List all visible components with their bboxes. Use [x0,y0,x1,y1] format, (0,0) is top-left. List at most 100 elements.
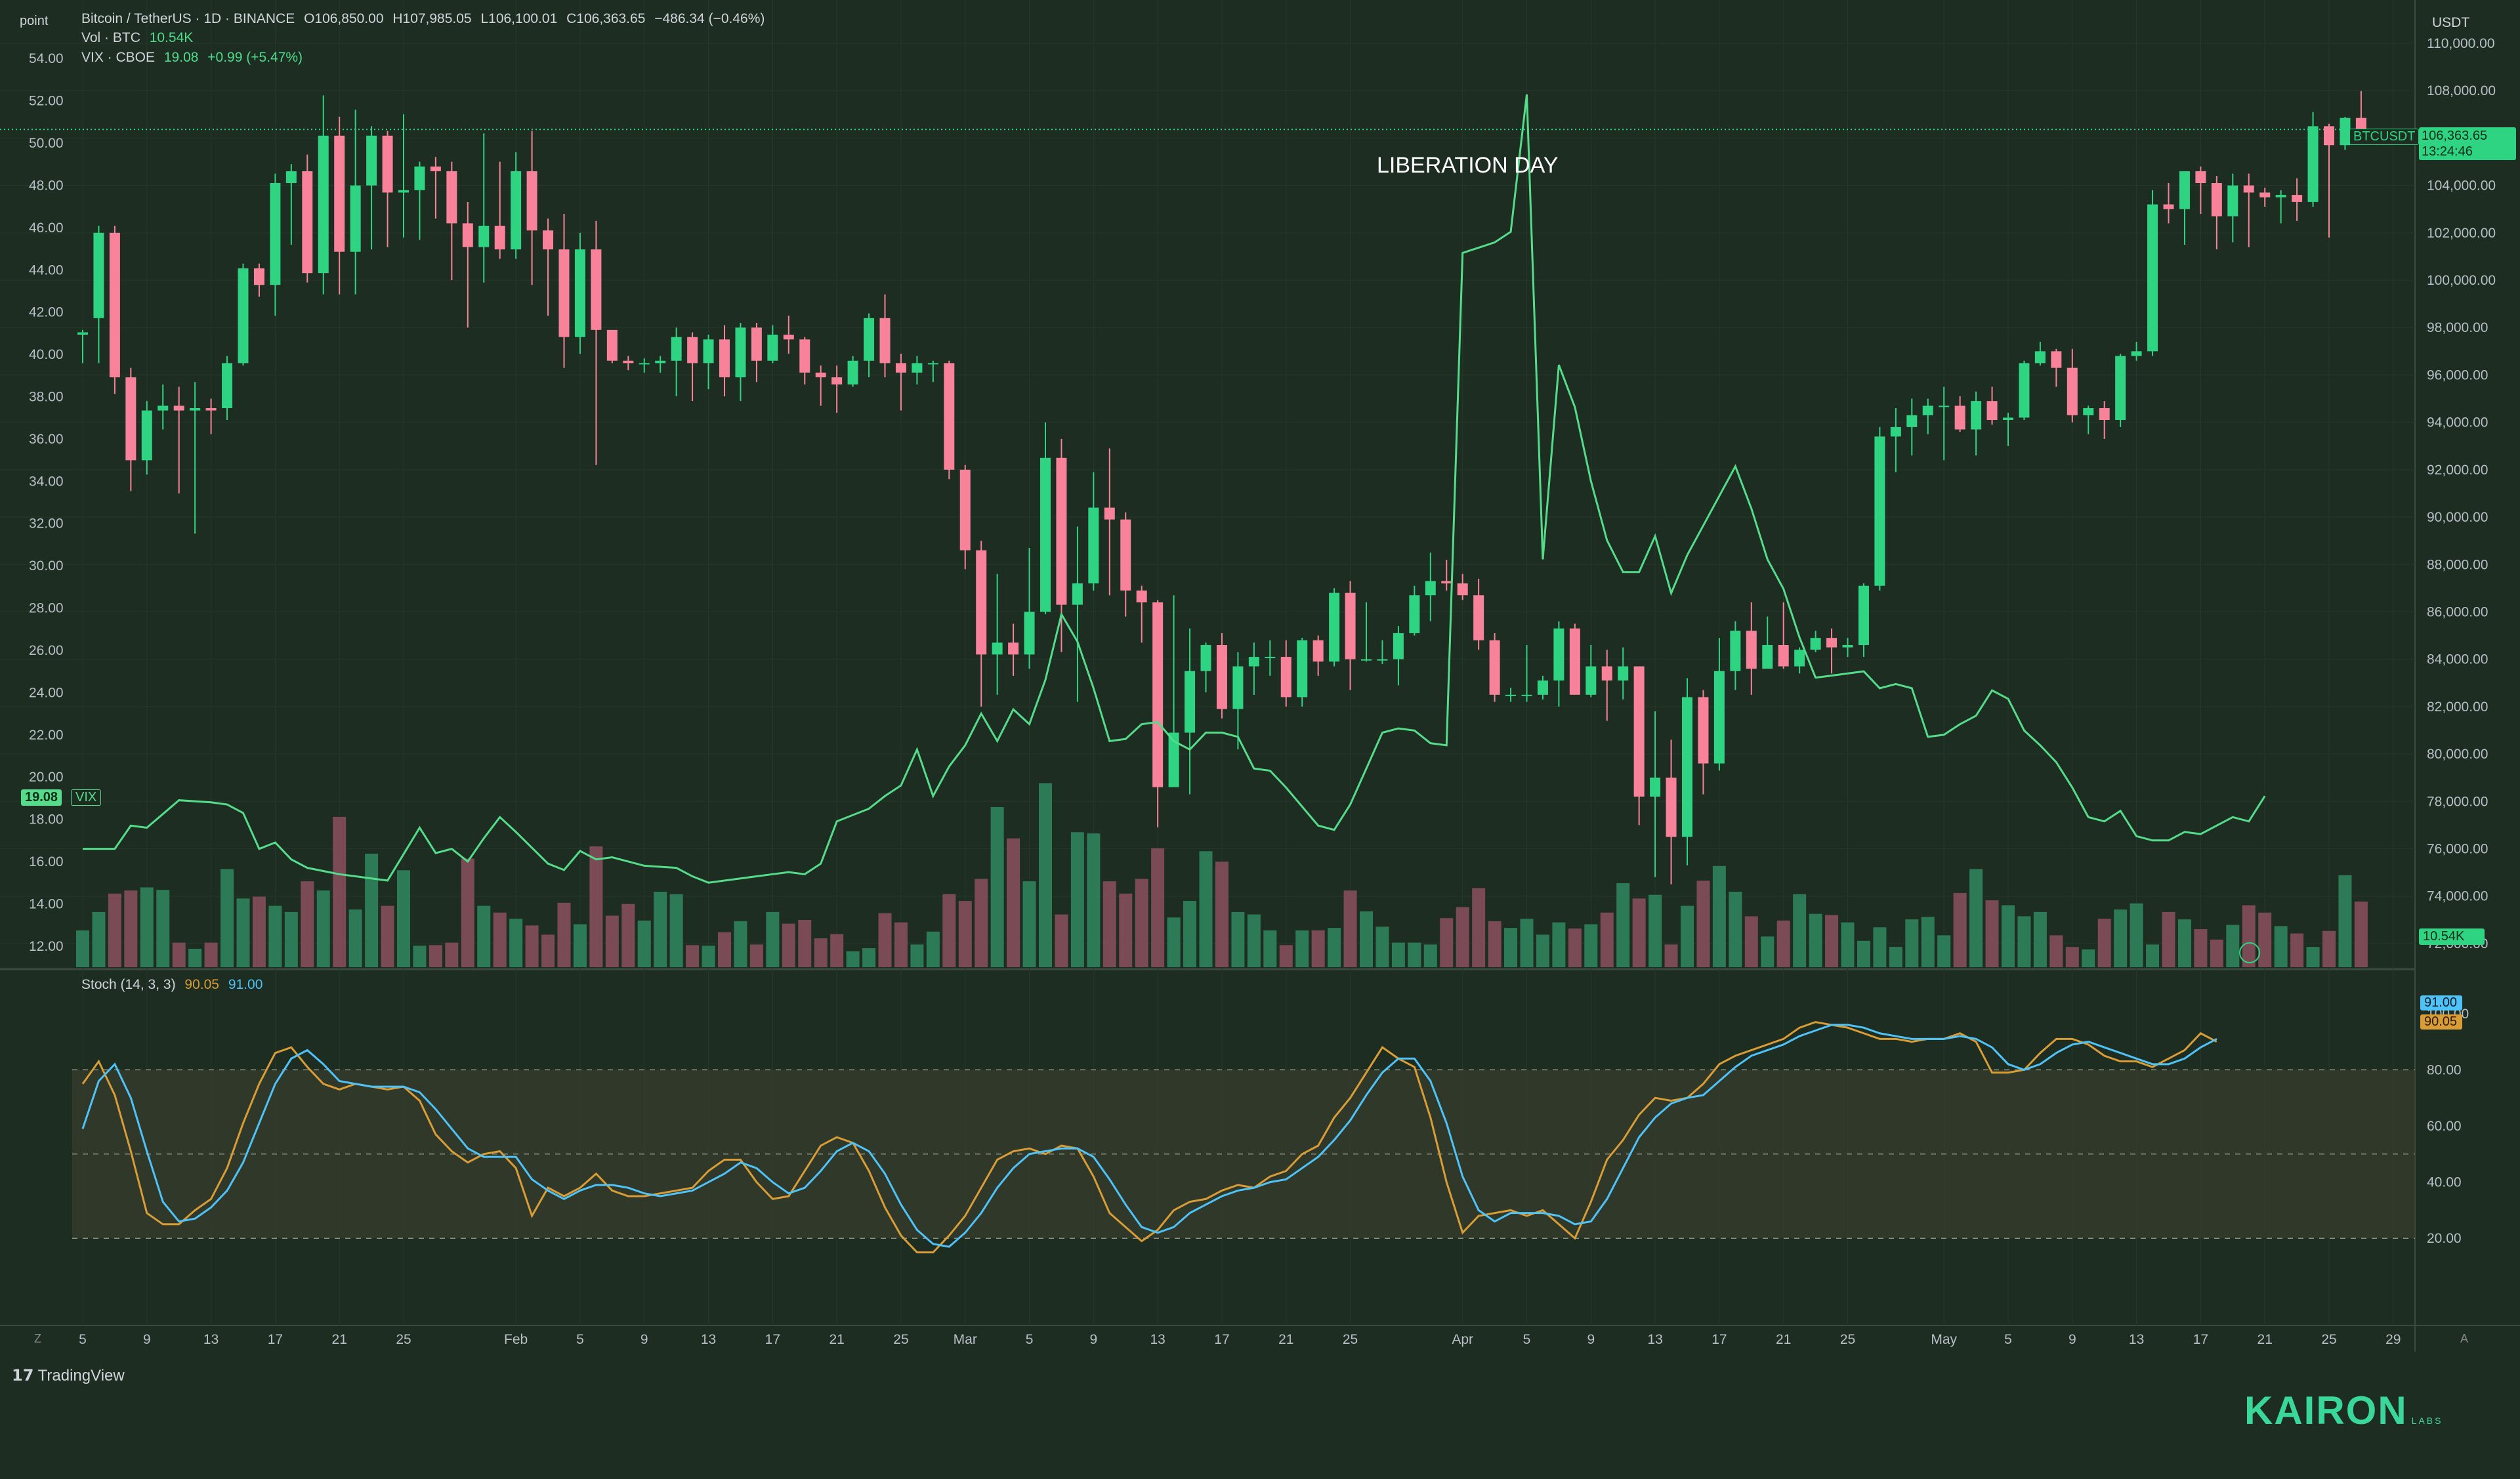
volume-bar [2194,929,2208,967]
stoch-tick-label: 80.00 [2427,1062,2462,1077]
candle-body [1537,680,1548,695]
volume-bar [2146,944,2160,967]
volume-bar [333,816,346,967]
candle-body [253,268,264,285]
volume-bar [1761,936,1774,967]
price-tick-label: 84,000.00 [2427,652,2488,667]
volume-bar [348,909,362,967]
volume-bar [1055,914,1068,967]
price-tick-label: 76,000.00 [2427,841,2488,856]
volume-bar [2338,875,2352,967]
candle-body [1890,427,1901,437]
vix-tick-label: 54.00 [29,51,64,66]
candle-body [1794,650,1805,667]
volume-bar [1600,912,1614,967]
volume-bar [1681,906,1694,967]
volume-bar [894,922,908,967]
volume-bar [1648,894,1662,967]
candle-body [2195,171,2206,184]
candle-body [398,190,409,193]
price-tick-label: 108,000.00 [2427,83,2496,98]
volume-bar [573,924,587,967]
time-tick-label: 29 [2385,1332,2401,1347]
auto-scale-button[interactable]: A [2460,1332,2469,1345]
volume-bar [1440,918,1454,967]
volume-bar [1776,920,1790,967]
candle-body [1088,507,1099,584]
candle-body [1713,671,1725,764]
stoch-k-line [81,1021,2217,1254]
volume-bar [605,915,619,967]
candle-body [1361,659,1372,661]
symbol-search-button[interactable]: point [20,14,49,28]
volume-bar [1584,924,1598,967]
vix-tick-label: 46.00 [29,220,64,236]
volume-bar [1039,783,1052,967]
candle-body [1810,638,1821,650]
volume-bar [686,945,700,967]
vix-tick-label: 16.00 [29,854,64,869]
time-tick-label: 5 [79,1332,87,1347]
volume-bar [557,902,571,967]
time-tick-label: 5 [1523,1332,1531,1347]
volume-bar [1087,833,1101,967]
volume-bar [637,920,651,967]
candle-body [864,318,875,361]
vix-tick-label: 20.00 [29,770,64,785]
candle-body [2067,367,2078,415]
kairon-labs-logo: KAIRON LABS [2244,1388,2443,1433]
volume-bar [958,901,972,967]
volume-bar [702,946,715,967]
time-tick-label: 17 [268,1332,283,1347]
volume-bar [220,869,234,967]
candle-body [1746,631,1757,669]
vix-tick-label: 52.00 [29,94,64,109]
vix-tag-badge: VIX [71,789,102,806]
volume-bar [316,890,330,967]
candle-body [2324,126,2334,146]
volume-bar [2258,912,2272,967]
volume-bar [1520,919,1534,967]
volume-legend-label: Vol · BTC [81,30,140,45]
candle-body [1072,583,1083,605]
candle-body [703,339,714,364]
price-tick-label: 74,000.00 [2427,889,2488,904]
go-to-date-button[interactable]: Z [34,1332,41,1345]
candle-body [1730,631,1741,671]
candle-body [719,339,730,378]
volume-bar [766,911,780,967]
time-tick-label: 9 [2068,1332,2076,1347]
candle-body [2307,126,2319,202]
candle-body [799,339,810,373]
candle-body [1457,583,1468,596]
candle-body [1922,406,1933,415]
volume-bar [413,946,427,967]
time-tick-label: 25 [2321,1332,2336,1347]
volume-bar [1793,894,1807,967]
candle-body [285,171,297,184]
candle-body [430,166,441,171]
candle-body [1986,401,1998,421]
symbol-badge-text: BTCUSDT [2353,129,2416,144]
volume-bar [1921,917,1935,967]
time-tick-label: Feb [504,1332,528,1347]
candle-body [591,249,602,330]
vix-tick-label: 48.00 [29,178,64,193]
volume-bar [621,904,635,967]
candle-body [687,337,698,364]
tradingview-logo[interactable]: 𝟭𝟳 TradingView [12,1366,125,1385]
candle-body [1666,778,1677,837]
price-tick-label: 80,000.00 [2427,747,2488,762]
volume-bar [1456,907,1469,967]
time-tick-label: 17 [1712,1332,1727,1347]
candle-body [2131,351,2142,356]
main-series-title: Bitcoin / TetherUS · 1D · BINANCE [81,11,295,26]
vix-tick-label: 24.00 [29,685,64,700]
candle-body [2034,351,2046,364]
vix-tick-label: 50.00 [29,136,64,151]
symbol-tag-badge: BTCUSDT [2349,129,2420,145]
volume-bar [910,944,924,967]
currency-label[interactable]: USDT [2432,15,2470,30]
volume-bar [1135,879,1148,967]
